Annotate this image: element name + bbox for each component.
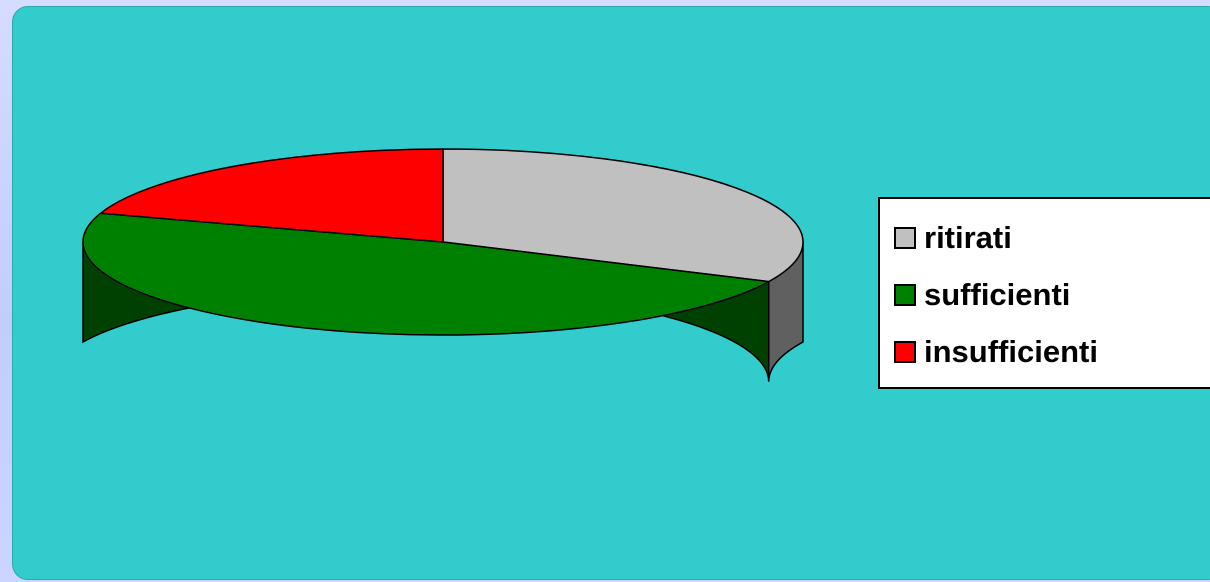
pie-slice-insufficienti — [98, 148, 444, 243]
legend-item-insufficienti: insufficienti — [894, 323, 1210, 380]
pie-slice-ritirati — [442, 148, 804, 283]
legend-swatch-sufficienti — [894, 283, 916, 306]
legend-label-insufficienti: insufficienti — [924, 333, 1098, 369]
legend-item-ritirati: ritirati — [894, 209, 1210, 266]
legend-swatch-ritirati — [894, 226, 916, 249]
legend-label-ritirati: ritirati — [924, 219, 1012, 255]
pie-slice-sufficienti — [82, 212, 772, 336]
legend-item-sufficienti: sufficienti — [894, 266, 1210, 323]
legend-swatch-insufficienti — [894, 340, 916, 363]
legend-label-sufficienti: sufficienti — [924, 276, 1071, 312]
legend: ritirati sufficienti insufficienti — [878, 197, 1210, 389]
